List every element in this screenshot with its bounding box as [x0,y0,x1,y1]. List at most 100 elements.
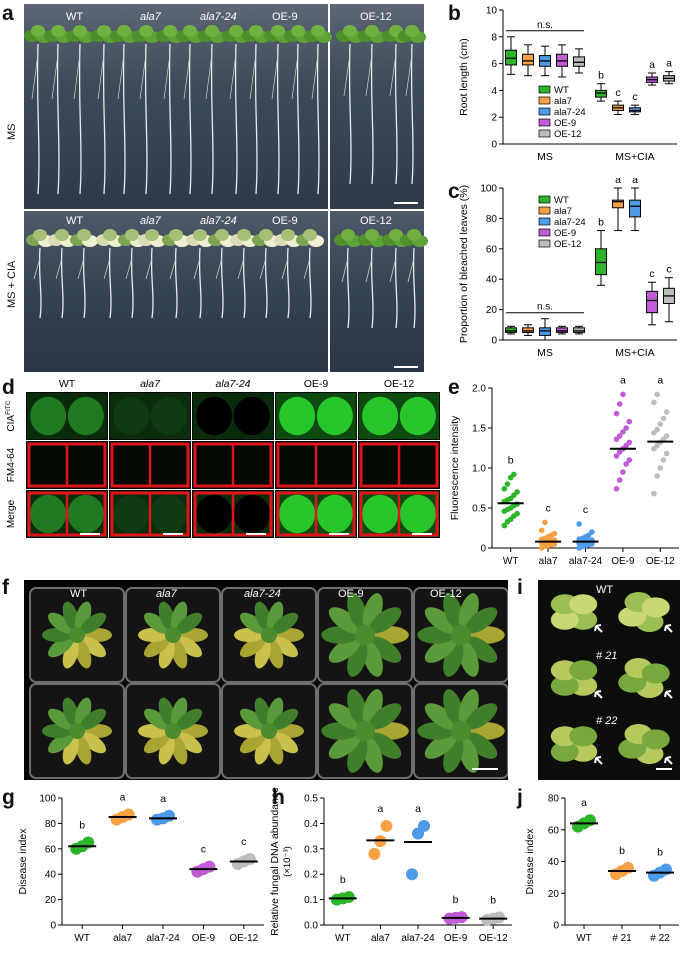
plant-leaf [328,607,361,634]
plant-leaf [443,593,464,630]
leaf [117,25,131,37]
root [150,247,154,319]
root [108,247,112,319]
root [308,247,312,319]
plant-leaf [48,636,74,658]
significance-letter: b [340,874,346,886]
x-tick-label: OE-12 [479,933,508,944]
data-point [163,809,175,822]
lateral-root [291,53,299,100]
plant-leaf [369,703,402,730]
plant-leaf [272,612,298,634]
panel-label-i: i [517,576,523,599]
plant-leaf [328,703,361,730]
vacuole [399,494,436,534]
significance-letter: c [649,268,654,280]
root [198,247,202,319]
panel-label-f: f [2,576,9,599]
data-point [663,433,670,439]
microscopy-grid: WT ala7 ala7-24 OE-9 OE-12 CIAFITC FM4-64 Merge [5,378,440,538]
root [56,43,60,195]
root [36,43,40,195]
leaf-drawing [538,580,680,776]
leaf [341,229,355,241]
root [130,247,134,319]
plant-leaf [240,636,266,658]
y-tick-label: 80 [548,794,560,805]
data-point [613,453,620,459]
significance-letter: b [598,70,604,82]
y-tick-label: 40 [486,275,498,286]
data-point [122,808,135,821]
plant-leaf [424,636,457,663]
leaf [145,229,159,241]
vacuole [233,396,270,436]
root [188,43,192,195]
plant-center [355,721,375,741]
box [556,53,568,67]
leaf [237,229,251,241]
root [276,43,280,195]
legend-swatch [538,85,551,94]
plant-center [451,625,471,645]
lateral-root [97,53,105,100]
scale-bar [246,533,266,535]
col-label-a2-wt: WT [66,215,84,227]
root [242,247,246,319]
significance-letter: a [657,376,663,387]
leaf [365,229,379,241]
seedlings-drawing [24,25,428,329]
panel-label-j: j [517,786,523,809]
data-point [654,391,660,398]
plant-leaf [48,708,74,730]
significance-letter: a [632,178,638,186]
significance-letter: a [160,793,166,805]
chart-j: 0 20 40 60 80 Disease index WT a # 21 b # 22 b [524,794,679,944]
group-label: MS+CIA [615,347,654,359]
y-tick-label: 8 [491,32,497,43]
y-tick-label: 40 [45,870,57,881]
data-point [418,819,430,832]
lateral-root [303,257,311,280]
box [505,327,517,333]
lateral-root [365,257,373,283]
plant-leaf [176,732,202,754]
lateral-root [281,257,289,280]
leaf [229,25,243,37]
plant-leaf [75,735,92,765]
plant-leaf [267,639,284,669]
col-label-f-oe9: OE-9 [338,588,364,600]
vacuole [233,494,270,534]
micro-col-label: OE-9 [304,378,329,390]
vacuole [150,494,187,534]
lateral-root [389,53,397,97]
root [210,43,214,195]
leaf [169,229,183,241]
y-axis-title: Disease index [17,828,29,895]
x-tick-label: ala7-24 [569,556,603,567]
lateral-root [405,53,413,97]
data-point [622,861,634,874]
legend-swatch [538,107,551,116]
significance-letter: a [649,59,655,71]
vacuole [150,396,187,436]
y-tick-label: 80 [486,214,498,225]
significance-letter: b [598,217,604,229]
box [646,290,658,314]
leaf-blade [569,594,598,615]
lateral-root [215,257,223,280]
micro-row-label: CIAFITC [5,400,17,431]
arrow-marker [664,624,673,633]
box [522,327,534,333]
scale-bar [329,533,349,535]
root [286,247,290,319]
y-axis-title: Root length (cm) [458,38,470,116]
plant-leaf [62,697,79,727]
root [348,43,352,185]
root [168,43,172,195]
y-tick-label: 2 [491,113,497,124]
plant-leaf [240,708,266,730]
legend-swatch [538,96,551,105]
plant-leaf [267,735,284,765]
root [102,43,106,195]
